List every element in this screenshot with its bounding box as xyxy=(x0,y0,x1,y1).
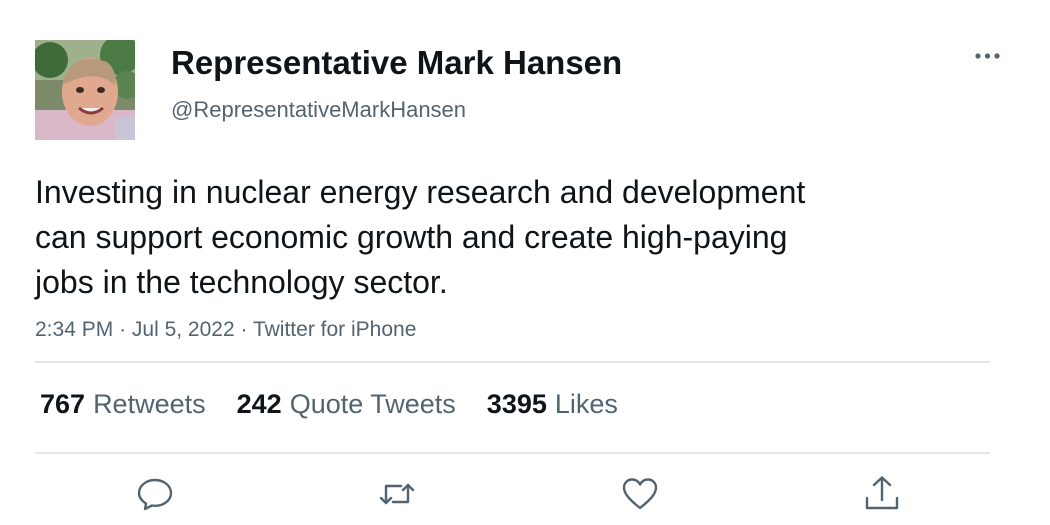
avatar-photo xyxy=(35,40,135,140)
reply-button[interactable] xyxy=(135,474,175,514)
tweet-time[interactable]: 2:34 PM xyxy=(35,318,114,341)
retweets-label: Retweets xyxy=(93,389,206,419)
retweet-button[interactable] xyxy=(377,474,417,514)
reply-icon xyxy=(137,478,173,511)
heart-icon xyxy=(622,478,658,510)
retweets-stat[interactable]: 767 Retweets xyxy=(40,386,206,422)
tweet-date[interactable]: Jul 5, 2022 xyxy=(131,318,235,341)
tweet-text: Investing in nuclear energy research and… xyxy=(35,174,806,300)
more-dots-icon xyxy=(975,53,1000,59)
like-button[interactable] xyxy=(620,474,660,514)
divider xyxy=(35,361,990,363)
author-handle[interactable]: @RepresentativeMarkHansen xyxy=(171,97,467,122)
more-options-button[interactable] xyxy=(968,40,1008,70)
share-button[interactable] xyxy=(862,474,902,514)
author-display-name[interactable]: Representative Mark Hansen xyxy=(171,44,623,81)
quote-tweets-count: 242 xyxy=(236,389,282,419)
share-icon xyxy=(865,476,899,510)
tweet-metadata: 2:34 PM · Jul 5, 2022 · Twitter for iPho… xyxy=(35,316,416,344)
meta-separator: · xyxy=(240,318,248,341)
retweets-count: 767 xyxy=(40,389,86,419)
tweet-source[interactable]: Twitter for iPhone xyxy=(252,318,417,341)
likes-stat[interactable]: 3395 Likes xyxy=(487,386,618,422)
meta-separator: · xyxy=(119,318,127,341)
quote-tweets-label: Quote Tweets xyxy=(289,389,456,419)
avatar[interactable] xyxy=(35,40,135,140)
divider xyxy=(35,452,990,454)
retweet-icon xyxy=(379,483,415,505)
likes-count: 3395 xyxy=(486,389,547,419)
quote-tweets-stat[interactable]: 242 Quote Tweets xyxy=(237,386,456,422)
tweet-stats: 767 Retweets 242 Quote Tweets 3395 Likes xyxy=(40,386,649,422)
likes-label: Likes xyxy=(554,389,618,419)
